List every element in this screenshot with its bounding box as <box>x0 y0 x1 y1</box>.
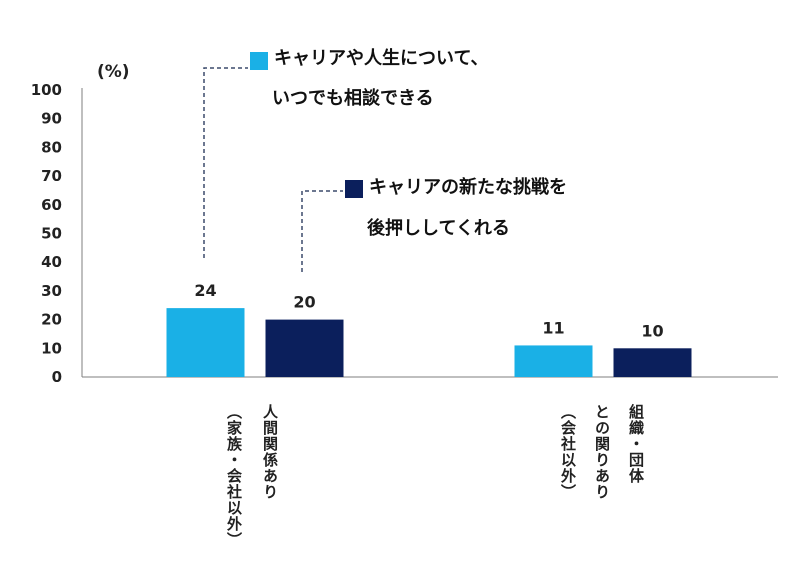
legend-label: キャリアや人生について、 <box>274 47 489 69</box>
x-category-label: （家族・会社以外） <box>225 404 243 548</box>
x-category-label: 人間関係あり <box>261 404 279 500</box>
data-label: 11 <box>542 318 564 337</box>
y-tick-label: 40 <box>41 253 62 271</box>
y-tick-label: 90 <box>41 110 62 128</box>
x-category-label: 組織・団体 <box>627 403 645 484</box>
x-category-label: （会社以外） <box>559 404 577 500</box>
legend-swatch-1 <box>345 180 363 198</box>
y-unit-label: (%) <box>97 62 130 82</box>
y-tick-label: 60 <box>41 196 62 214</box>
bar-challenge-0 <box>265 319 344 377</box>
legend-leader-line-0 <box>203 67 248 258</box>
legend-label: いつでも相談できる <box>272 87 434 109</box>
y-tick-label: 10 <box>41 339 62 357</box>
legend-label: 後押ししてくれる <box>367 217 510 239</box>
data-label: 24 <box>194 281 216 300</box>
y-tick-label: 50 <box>41 225 62 243</box>
y-tick-label: 0 <box>52 368 62 386</box>
legend-label: キャリアの新たな挑戦を <box>369 176 567 198</box>
legend-swatch-0 <box>250 52 268 70</box>
x-category-label: との関りあり <box>593 404 611 500</box>
data-label: 10 <box>641 321 663 340</box>
y-tick-label: 30 <box>41 282 62 300</box>
legend-leader-line-1 <box>301 190 343 272</box>
data-label: 20 <box>293 293 315 312</box>
bar-consult-0 <box>166 308 245 377</box>
y-tick-label: 100 <box>31 81 62 99</box>
y-tick-label: 80 <box>41 138 62 156</box>
bar-challenge-1 <box>613 348 692 377</box>
bar-consult-1 <box>514 345 593 377</box>
y-tick-label: 70 <box>41 167 62 185</box>
y-tick-label: 20 <box>41 311 62 329</box>
